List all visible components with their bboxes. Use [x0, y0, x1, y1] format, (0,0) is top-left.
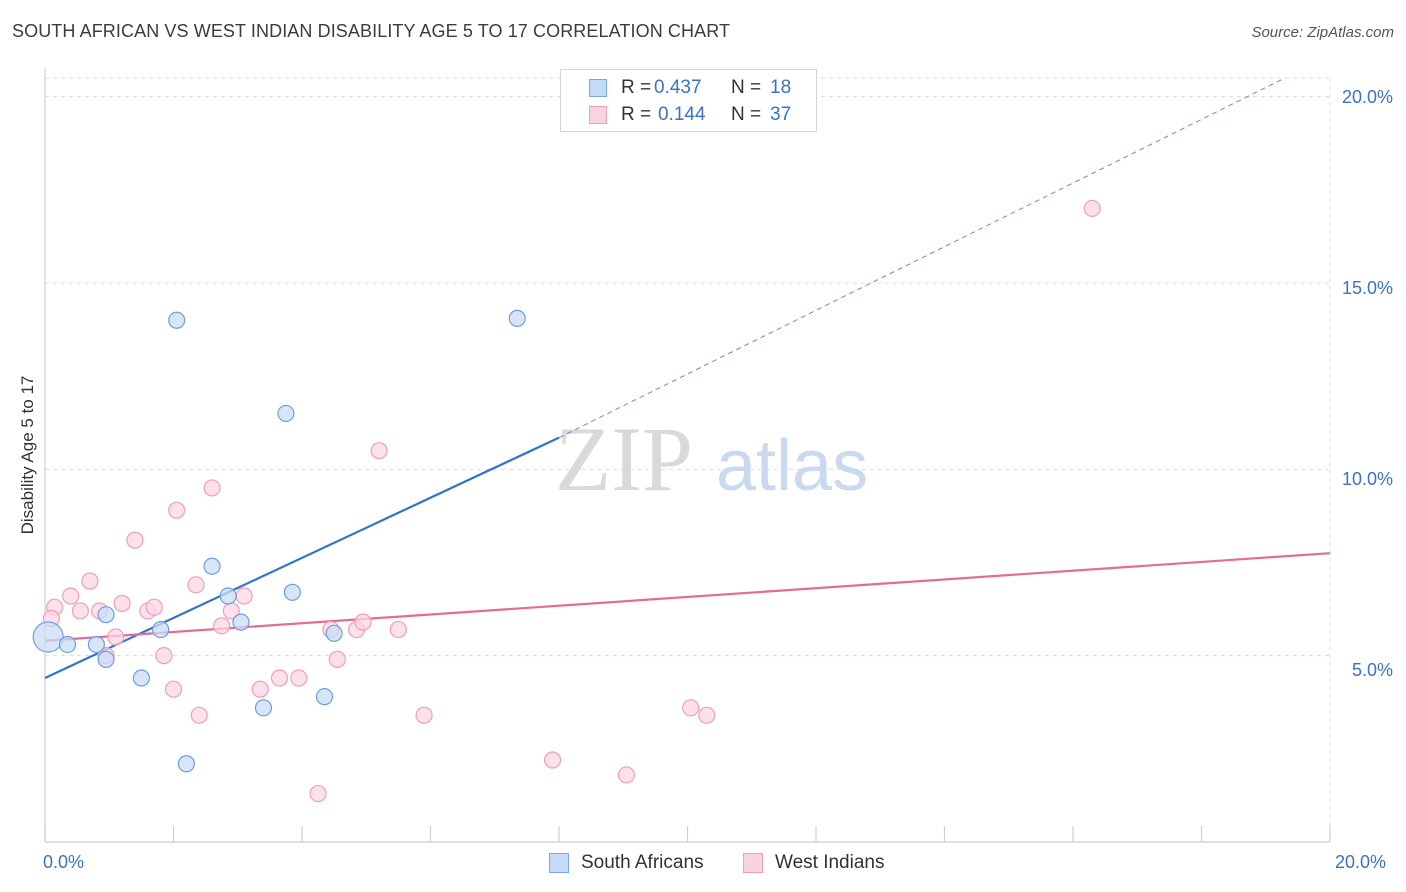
data-points [32, 199, 1101, 803]
west-indians-point [235, 587, 253, 605]
west-indians-point [543, 751, 562, 769]
south-africans-trend-line [44, 436, 560, 680]
chart-title: SOUTH AFRICAN VS WEST INDIAN DISABILITY … [12, 21, 731, 41]
source-label: Source: ZipAtlas.com [1251, 24, 1394, 41]
west-indians-point [187, 576, 205, 594]
west-indians-point [415, 706, 433, 724]
x-tick-label-max: 20.0% [1335, 852, 1387, 872]
south-africans-point [97, 606, 115, 624]
south-africans-point [277, 404, 295, 423]
legend-n-label: N = [731, 104, 762, 125]
west-indians-point [309, 784, 327, 803]
south-africans-point [254, 699, 273, 717]
west-indians-point [389, 620, 407, 639]
south-africans-point [87, 635, 106, 654]
west-indians-point [213, 617, 231, 635]
south-africans-point [177, 755, 195, 773]
west-indians-point [270, 669, 289, 687]
west-indians-point [617, 766, 636, 784]
west-indians-point [62, 587, 80, 605]
west-indians-point [168, 501, 186, 519]
west-indians-point [370, 442, 388, 460]
south-africans-point [132, 669, 150, 687]
south-africans-point [168, 311, 186, 329]
south-africans-point [219, 587, 237, 605]
legend-r-label: R = [621, 104, 652, 125]
west-indians-point [113, 594, 131, 613]
south-africans-point [203, 557, 221, 575]
y-tick-label: 15.0% [1341, 278, 1393, 298]
west-indians-point [126, 531, 144, 549]
south-africans-point [152, 620, 170, 639]
west-indians-point [354, 613, 372, 631]
west-indians-point [682, 699, 700, 717]
y-tick-label: 5.0% [1351, 660, 1393, 680]
south-africans-point [58, 635, 77, 654]
west-indians-point [145, 598, 163, 616]
west-indians-point [698, 706, 716, 724]
south-africans-point [325, 624, 343, 642]
x-tick-label-min: 0.0% [43, 852, 85, 872]
y-tick-label: 20.0% [1341, 87, 1393, 107]
axes [44, 68, 1331, 843]
west-indians-point [71, 602, 89, 620]
south-africans-point [315, 688, 334, 706]
south-africans-trend-extension [558, 77, 1286, 439]
west-indians-point [155, 647, 173, 665]
watermark-zip: ZIP [555, 408, 693, 510]
legend-n-value: 37 [770, 104, 792, 125]
bottom-legend-label: South Africans [581, 852, 704, 873]
bottom-legend-swatch-pink [743, 853, 763, 873]
west-indians-trend-line [44, 552, 1331, 642]
bottom-legend-swatch-blue [549, 853, 569, 873]
trend-lines [44, 77, 1331, 680]
legend-swatch-pink [589, 106, 607, 124]
west-indians-point [290, 669, 308, 687]
legend-r-value: 0.437 [654, 77, 702, 98]
west-indians-point [203, 479, 221, 497]
west-indians-point [328, 650, 346, 668]
south-africans-point [283, 583, 301, 601]
south-africans-point [508, 309, 526, 327]
watermark-atlas: atlas [716, 426, 868, 506]
west-indians-point [164, 680, 183, 698]
west-indians-point [107, 628, 125, 646]
legend-n-value: 18 [770, 77, 792, 98]
legend-swatch-blue [589, 79, 607, 97]
y-tick-label: 10.0% [1341, 469, 1393, 489]
west-indians-point [1083, 199, 1101, 218]
south-africans-point [232, 613, 250, 631]
bottom-legend-label: West Indians [775, 852, 885, 873]
west-indians-point [190, 706, 208, 724]
west-indians-point [251, 680, 269, 698]
legend-n-label: N = [731, 77, 762, 98]
south-africans-point [32, 621, 64, 653]
correlation-legend: R = 0.437 N = 18 R = 0.144 N = 37 [560, 69, 817, 132]
west-indians-point [81, 572, 99, 590]
legend-r-value: 0.144 [658, 104, 706, 125]
legend-r-label: R = [621, 77, 652, 98]
south-africans-point [97, 650, 115, 668]
